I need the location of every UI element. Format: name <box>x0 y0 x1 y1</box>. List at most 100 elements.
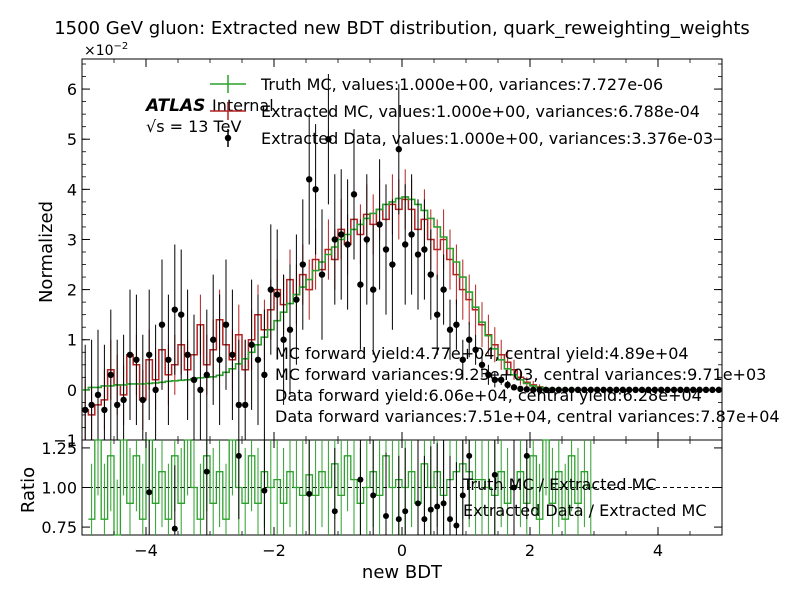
extracted-data-point <box>203 371 210 379</box>
extracted-data-point <box>178 311 185 318</box>
ratio-truth-histogram <box>88 439 594 536</box>
ratio-y-tick-label: 1.00 <box>41 479 77 498</box>
main-y-tick-label: 2 <box>67 281 77 300</box>
ratio-data-point <box>459 492 466 499</box>
extracted-data-point <box>440 286 447 293</box>
extracted-data-point <box>510 384 518 391</box>
extracted-data-point <box>504 381 511 389</box>
ratio-data-point <box>235 452 242 459</box>
ratio-data-point <box>306 490 313 497</box>
main-y-tick-label: 3 <box>67 230 77 249</box>
extracted-data-point <box>363 236 370 243</box>
extracted-data-point <box>331 236 338 243</box>
main-y-label: Normalized <box>36 201 57 303</box>
extracted-data-point <box>126 351 134 358</box>
main-y-tick-label: 5 <box>67 130 77 149</box>
ratio-data-point <box>395 516 402 523</box>
extracted-data-point <box>632 386 639 394</box>
ratio-panel: 0.75 1.00 1.25 <box>41 439 723 537</box>
extracted-data-point <box>210 336 217 343</box>
extracted-data-point <box>165 356 172 363</box>
annotation-mc-yield: MC forward yield:4.77e+04, central yield… <box>275 344 689 363</box>
extracted-data-point <box>158 321 166 328</box>
extracted-data-point <box>459 356 466 363</box>
extracted-data-point <box>370 286 377 293</box>
x-axis: −4 −2 0 2 4 <box>81 59 723 560</box>
extracted-data-point <box>389 261 396 268</box>
ratio-data-point <box>523 452 530 459</box>
extracted-data-point <box>184 351 191 358</box>
extracted-data-point <box>498 376 505 384</box>
extracted-data-point <box>344 241 351 248</box>
extracted-data-point <box>101 406 108 414</box>
ratio-data-point <box>447 516 453 523</box>
ratio-legend-data-label: Extracted Data / Extracted MC <box>463 501 707 520</box>
y-multiplier: ×10−2 <box>84 41 128 59</box>
extracted-data-point <box>638 386 646 394</box>
y-multiplier-exponent: −2 <box>114 41 129 52</box>
ratio-data-point <box>370 492 377 499</box>
atlas-label-block: ATLAS Internal √s = 13 TeV <box>144 96 274 136</box>
x-tick-label: 4 <box>653 541 663 560</box>
x-tick-label: −4 <box>134 541 158 560</box>
extracted-data-point <box>670 386 678 394</box>
extracted-data-point <box>491 376 498 384</box>
extracted-data-point <box>677 386 684 394</box>
extracted-data-point <box>338 231 345 238</box>
extracted-data-point <box>613 386 620 394</box>
ratio-data-point <box>427 506 434 513</box>
extracted-data-point <box>402 241 409 248</box>
extracted-data-point <box>702 386 710 394</box>
extracted-data-point <box>408 231 415 238</box>
main-legend: Truth MC, values:1.000e+00, variances:7.… <box>210 75 713 148</box>
extracted-data-point <box>619 386 626 394</box>
extracted-data-point <box>568 386 575 394</box>
extracted-data-point <box>139 396 146 404</box>
extracted-data-point <box>587 386 594 394</box>
extracted-data-point <box>357 281 364 288</box>
extracted-data-point <box>421 246 428 253</box>
main-panel: −1 0 1 2 3 4 5 6 <box>53 58 723 450</box>
ratio-data-point <box>453 522 460 529</box>
extracted-data-point <box>114 401 121 409</box>
extracted-data-point <box>696 386 703 394</box>
ratio-data-point <box>466 452 473 459</box>
extracted-data-point <box>267 286 274 293</box>
extracted-data-point <box>248 341 255 348</box>
main-series <box>82 74 722 440</box>
ratio-data-point <box>261 487 268 494</box>
legend-extracted-data-label: Extracted Data, values:1.000e+00, varian… <box>261 129 713 148</box>
extracted-data-point <box>216 356 223 363</box>
extracted-data-point <box>293 296 300 303</box>
extracted-data-point <box>318 271 326 278</box>
extracted-data-point <box>606 386 614 394</box>
extracted-data-point <box>574 386 582 394</box>
extracted-data-point <box>82 406 89 414</box>
ratio-data-point <box>491 471 498 478</box>
extracted-data-point <box>94 391 102 399</box>
main-y-tick-label: 0 <box>67 381 77 400</box>
extracted-data-point <box>350 191 358 198</box>
extracted-data-point <box>517 385 524 393</box>
extracted-data-point <box>274 291 281 298</box>
ratio-y-label: Ratio <box>18 467 39 513</box>
extracted-data-point <box>107 371 115 379</box>
extracted-data-point <box>254 356 262 363</box>
extracted-data-point <box>472 346 479 353</box>
chart-title: 1500 GeV gluon: Extracted new BDT distri… <box>54 18 750 39</box>
ratio-data-point <box>511 484 517 491</box>
ratio-data-point <box>171 525 178 532</box>
x-tick-label: 2 <box>525 541 535 560</box>
legend-extracted-data-dot <box>224 134 232 142</box>
extracted-data-point <box>242 401 249 409</box>
ratio-data-point <box>415 500 421 507</box>
main-y-tick-label: 6 <box>67 80 77 99</box>
extracted-data-point <box>709 386 716 394</box>
ratio-series <box>88 439 594 536</box>
legend-extracted-mc-label: Extracted MC, values:1.000e+00, variance… <box>261 102 700 121</box>
extracted-data-point <box>306 176 313 183</box>
extracted-data-point <box>146 351 153 358</box>
y-multiplier-base: ×10 <box>84 43 114 59</box>
extracted-data-point <box>434 311 441 318</box>
extracted-data-point <box>427 271 434 278</box>
